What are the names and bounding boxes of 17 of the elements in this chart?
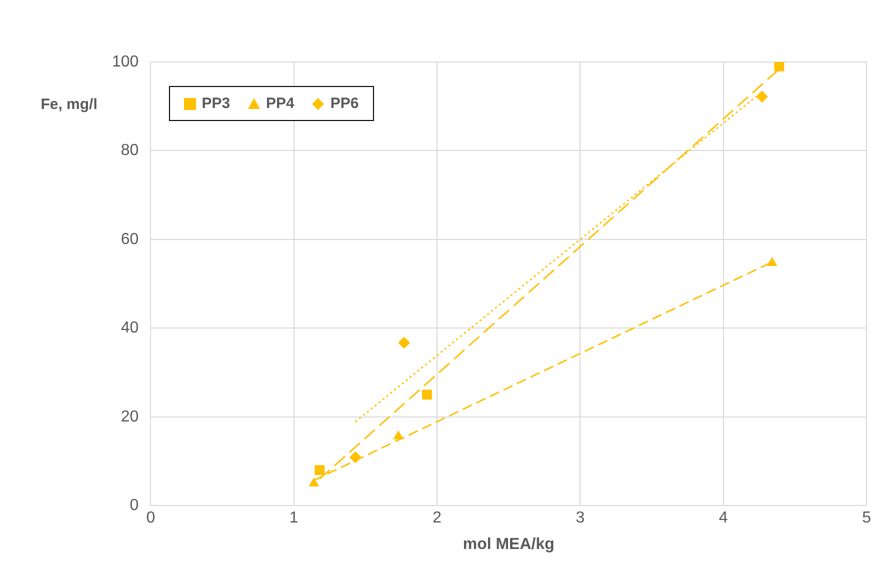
- y-tick-label: 60: [120, 230, 139, 248]
- x-tick-label: 4: [718, 510, 728, 527]
- x-tick-label: 5: [862, 510, 872, 527]
- x-axis-title: mol MEA/kg: [462, 536, 554, 553]
- legend-label: PP4: [266, 95, 294, 112]
- x-tick-label: 1: [289, 510, 298, 527]
- x-tick-label: 0: [146, 510, 156, 527]
- y-tick-label: 40: [120, 320, 139, 337]
- y-tick-label: 20: [120, 408, 139, 426]
- legend-label: PP6: [330, 95, 359, 112]
- y-tick-label: 80: [120, 142, 139, 160]
- legend-label: PP3: [202, 95, 230, 112]
- y-tick-label: 100: [112, 53, 139, 70]
- x-tick-label: 2: [432, 510, 442, 527]
- y-axis-title: Fe, mg/l: [40, 96, 98, 113]
- x-tick-label: 3: [576, 510, 585, 527]
- y-tick-label: 0: [130, 497, 139, 514]
